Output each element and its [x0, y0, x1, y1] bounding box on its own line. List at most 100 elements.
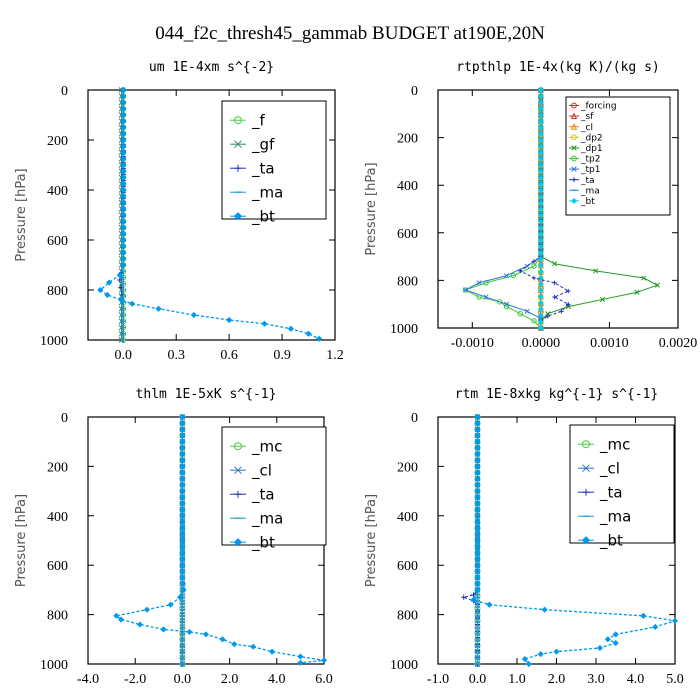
- y-tick-label: 0: [411, 84, 418, 99]
- data-point: [538, 143, 544, 150]
- panel-title: um 1E-4xm s^{-2}: [149, 60, 274, 75]
- data-point: [504, 301, 510, 307]
- chart-panel-1: um 1E-4xm s^{-2} Pressure [hPa] 0 200 400 600…: [14, 60, 344, 363]
- data-point: [538, 112, 544, 118]
- x-tick-label: 0.0: [174, 672, 192, 687]
- x-tick-label: 6.0: [315, 672, 333, 687]
- data-point: [538, 199, 544, 206]
- data-point: [538, 268, 544, 275]
- data-point: [652, 623, 659, 631]
- data-point: [179, 506, 186, 513]
- data-point: [538, 187, 544, 193]
- legend: _mc _cl _ta _ma _bt: [569, 424, 675, 550]
- y-axis-label: Pressure [hPa]: [14, 168, 29, 261]
- data-point: [538, 281, 544, 287]
- y-tick-label: 0: [411, 411, 418, 426]
- panel-title: rtpthlp 1E-4x(kg K)/(kg s): [456, 60, 660, 75]
- data-point: [136, 621, 143, 628]
- data-point: [538, 149, 544, 156]
- legend-entry: _ma: [569, 186, 600, 196]
- data-point: [179, 432, 186, 439]
- data-point: [120, 136, 127, 144]
- data-point: [120, 130, 127, 137]
- legend-entry: _gf: [230, 135, 275, 154]
- data-point: [219, 636, 226, 643]
- data-point: [538, 300, 544, 306]
- data-point: [179, 500, 186, 507]
- data-point: [538, 218, 544, 225]
- data-point: [538, 156, 544, 162]
- y-tick-label: 1000: [390, 322, 418, 337]
- data-point: [179, 463, 186, 470]
- data-point: [552, 261, 558, 267]
- x-tick-label: -1.0: [427, 672, 449, 687]
- data-point: [179, 457, 186, 464]
- legend-label: _mc: [599, 435, 630, 454]
- data-point: [538, 206, 544, 212]
- data-point: [474, 543, 481, 550]
- series-line: [519, 90, 570, 328]
- data-point: [538, 250, 544, 256]
- data-point: [179, 469, 186, 476]
- data-point: [120, 218, 127, 225]
- data-point: [120, 155, 127, 162]
- x-tick-label: 0.0000: [522, 336, 561, 351]
- legend-label: _ta: [251, 159, 275, 178]
- data-point: [517, 311, 523, 317]
- data-point: [538, 287, 544, 294]
- data-point: [104, 291, 111, 299]
- legend-entry: _ta: [569, 176, 595, 186]
- legend-entry: _tp1: [569, 165, 600, 175]
- data-point: [474, 488, 481, 495]
- data-point: [553, 648, 560, 655]
- legend-entry: _ta: [230, 485, 275, 504]
- panel-title: thlm 1E-5xK s^{-1}: [136, 387, 277, 402]
- data-point: [545, 313, 550, 319]
- series-bt: [538, 87, 544, 331]
- data-point: [320, 657, 328, 664]
- legend-label: _ma: [580, 186, 600, 196]
- data-point: [120, 143, 127, 150]
- y-tick-label: 1000: [40, 334, 68, 349]
- y-tick-label: 600: [47, 559, 68, 574]
- data-point: [117, 616, 125, 623]
- data-point: [593, 268, 599, 274]
- data-point: [316, 335, 323, 342]
- y-tick-label: 800: [397, 274, 418, 289]
- data-point: [120, 105, 127, 112]
- data-point: [120, 124, 127, 131]
- data-point: [179, 512, 186, 519]
- data-point: [531, 263, 537, 269]
- data-point: [297, 653, 304, 660]
- data-point: [120, 193, 127, 200]
- data-point: [202, 631, 210, 638]
- data-point: [269, 648, 276, 655]
- data-point: [231, 641, 238, 648]
- legend-entry: _dp1: [569, 144, 603, 154]
- data-point: [559, 309, 564, 314]
- data-point: [525, 660, 532, 668]
- data-point: [474, 580, 481, 587]
- data-point: [504, 273, 510, 279]
- data-point: [179, 562, 186, 569]
- legend-label: _ta: [580, 176, 595, 186]
- data-point: [120, 86, 127, 94]
- x-tick-label: -4.0: [77, 672, 99, 687]
- data-point: [120, 161, 127, 169]
- data-point: [531, 259, 537, 264]
- data-point: [474, 420, 481, 427]
- data-point: [461, 594, 467, 600]
- data-point: [596, 644, 604, 652]
- data-point: [179, 488, 186, 495]
- legend-entry: _mc: [230, 437, 282, 456]
- data-point: [179, 568, 186, 575]
- data-point: [538, 312, 544, 319]
- data-point: [120, 168, 127, 175]
- data-point: [604, 636, 611, 643]
- data-point: [474, 525, 481, 532]
- data-point: [538, 325, 544, 331]
- legend-entry: _cl: [578, 459, 620, 478]
- data-point: [474, 512, 481, 519]
- data-point: [462, 287, 469, 293]
- data-point: [531, 275, 537, 281]
